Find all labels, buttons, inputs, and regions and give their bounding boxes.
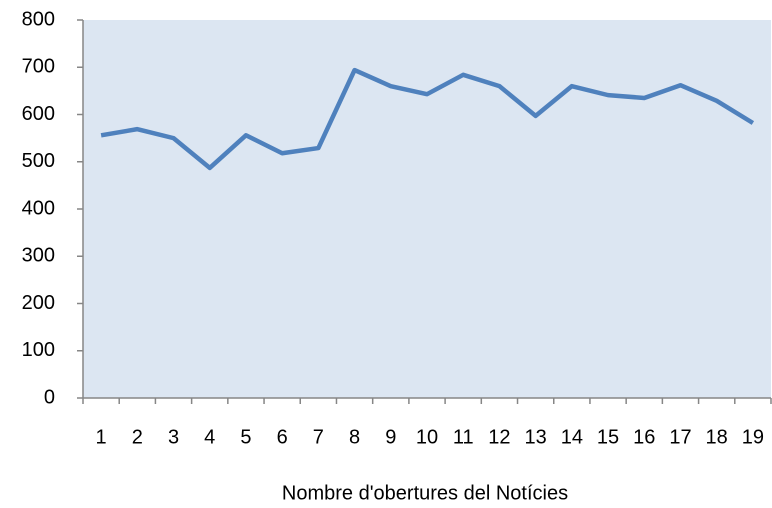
y-tick-label: 0: [44, 386, 55, 408]
x-tick-label: 13: [525, 426, 547, 448]
x-tick-label: 19: [742, 426, 764, 448]
x-tick-label: 16: [633, 426, 655, 448]
x-tick-label: 4: [204, 426, 215, 448]
x-tick-label: 12: [488, 426, 510, 448]
y-tick-label: 100: [22, 339, 55, 361]
x-tick-label: 5: [240, 426, 251, 448]
x-tick-label: 7: [313, 426, 324, 448]
x-tick-label: 14: [561, 426, 583, 448]
x-tick-label: 11: [453, 426, 474, 448]
y-tick-label: 300: [22, 245, 55, 267]
x-tick-label: 2: [132, 426, 143, 448]
y-tick-label: 500: [22, 150, 55, 172]
x-tick-label: 3: [168, 426, 179, 448]
data-line: [100, 67, 755, 171]
y-tick-label: 700: [22, 56, 55, 78]
y-tick-label: 200: [22, 292, 55, 314]
y-tick-label: 800: [22, 8, 55, 30]
y-tick-label: 600: [22, 103, 55, 125]
plot-area: [83, 20, 771, 398]
x-tick-label: 1: [96, 426, 107, 448]
x-tick-label: 6: [277, 426, 288, 448]
x-tick-label: 9: [385, 426, 396, 448]
x-tick-label: 18: [706, 426, 728, 448]
x-tick-label: 8: [349, 426, 360, 448]
x-tick-label: 17: [669, 426, 691, 448]
x-tick-label: 10: [416, 426, 438, 448]
x-tick-label: 15: [597, 426, 619, 448]
x-axis-title: Nombre d'obertures del Notícies: [282, 482, 568, 504]
y-tick-label: 400: [22, 197, 55, 219]
